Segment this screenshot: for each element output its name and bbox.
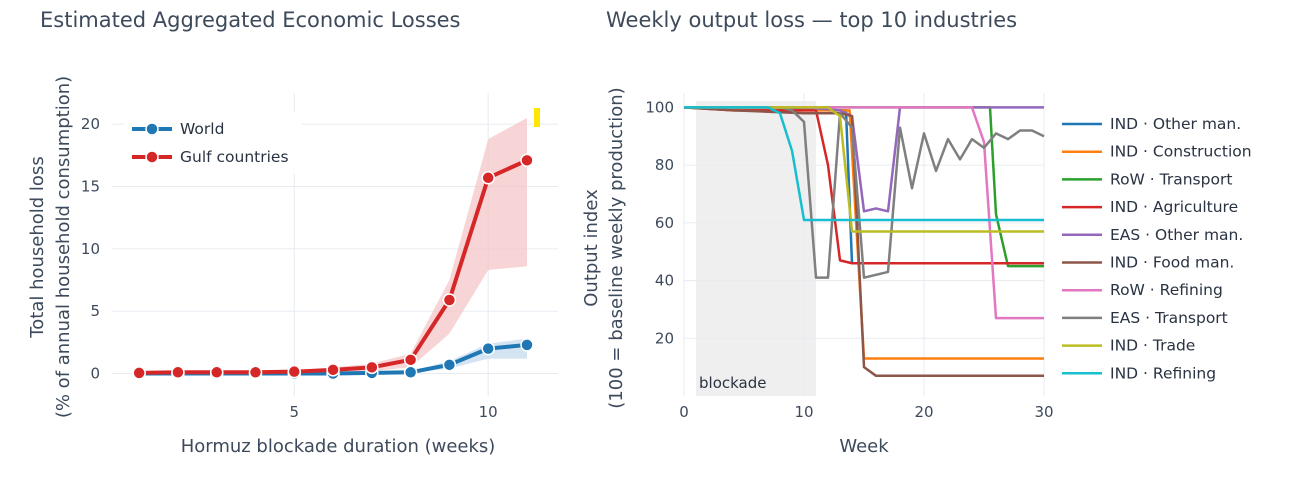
right-y-tick-label: 80 [655, 156, 674, 174]
ind-refining-line [684, 106, 1044, 222]
ind-agriculture-legend-label: IND · Agriculture [1110, 198, 1238, 216]
right-x-tick-label: 30 [1034, 403, 1053, 421]
yellow-marker [534, 108, 540, 127]
world-point [442, 358, 457, 372]
right-chart-title: Weekly output loss — top 10 industries [606, 8, 1017, 32]
world-point [481, 341, 495, 356]
right-y-tick-label: 40 [655, 272, 674, 290]
blockade-label: blockade [699, 374, 766, 392]
gulf-countries-point [481, 171, 495, 185]
ind-other-man-legend-label: IND · Other man. [1110, 115, 1241, 133]
world-point [520, 338, 534, 352]
right-x-tick-label: 20 [914, 403, 933, 421]
gulf-countries-legend-marker [145, 150, 159, 164]
gulf-countries-point [442, 293, 457, 307]
left-chart-title: Estimated Aggregated Economic Losses [40, 8, 461, 32]
ind-food-man-legend-label: IND · Food man. [1110, 254, 1234, 272]
left-legend-background [124, 112, 302, 174]
gulf-countries-point [403, 353, 418, 367]
left-x-axis-label: Hormuz blockade duration (weeks) [181, 436, 496, 457]
right-x-axis-label: Week [839, 436, 889, 457]
right-x-ticks: 0 10 20 30 [679, 403, 1053, 421]
world-legend-label: World [180, 120, 224, 138]
left-x-tick-label: 5 [290, 403, 300, 421]
row-refining-legend-label: RoW · Refining [1110, 281, 1223, 299]
right-y-ticks: 20 40 60 80 100 [645, 98, 674, 347]
left-y-tick-label: 10 [81, 240, 100, 258]
world-point [403, 365, 418, 380]
left-chart: Estimated Aggregated Economic Losses 5 10… [27, 8, 558, 457]
left-y-axis-label-line1: Total household loss [27, 156, 48, 338]
right-x-tick-label: 0 [679, 403, 689, 421]
gulf-countries-point [365, 360, 379, 375]
left-legend: World Gulf countries [124, 112, 302, 174]
row-transport-legend-label: RoW · Transport [1110, 170, 1232, 188]
left-y-tick-label: 0 [90, 365, 100, 383]
gulf-countries-point [520, 153, 534, 168]
right-chart: Weekly output loss — top 10 industries 0… [581, 8, 1252, 457]
right-series-lines [683, 106, 1045, 378]
gulf-countries-point [326, 363, 340, 377]
left-y-axis-label-line2: (% of annual household consumption) [53, 76, 74, 418]
ind-food-man-line [683, 106, 1044, 378]
left-y-tick-label: 15 [81, 178, 100, 196]
right-y-axis-label-line1: Output index [581, 189, 602, 307]
left-confidence-bands [139, 117, 527, 374]
right-legend: IND · Other man. IND · Construction RoW · … [1062, 115, 1252, 382]
ind-construction-legend-label: IND · Construction [1110, 143, 1252, 161]
right-y-tick-label: 20 [655, 329, 674, 347]
left-y-ticks: 0 5 10 15 20 [81, 115, 100, 382]
left-x-tick-label: 10 [479, 403, 498, 421]
gulf-countries-point [287, 364, 302, 379]
eas-transport-legend-label: EAS · Transport [1110, 309, 1228, 327]
left-x-ticks: 5 10 [290, 403, 498, 421]
gulf-countries-point [248, 365, 263, 380]
gulf-countries-uncertainty-band [139, 117, 527, 374]
blockade-shaded-region [696, 101, 816, 396]
left-y-tick-label: 5 [90, 302, 100, 320]
eas-transport-line [684, 106, 1045, 279]
eas-other-man-legend-label: EAS · Other man. [1110, 226, 1243, 244]
gulf-countries-point [171, 365, 185, 380]
gulf-countries-point [209, 365, 224, 380]
right-y-axis-label-line2: (100 = baseline weekly production) [606, 87, 627, 408]
right-y-tick-label: 100 [645, 98, 674, 116]
left-series-points [132, 153, 534, 381]
left-y-tick-label: 20 [81, 115, 100, 133]
right-y-tick-label: 60 [655, 214, 674, 232]
world-legend-marker [145, 122, 159, 136]
ind-trade-legend-label: IND · Trade [1110, 337, 1195, 355]
ind-refining-legend-label: IND · Refining [1110, 364, 1216, 382]
right-x-tick-label: 10 [794, 403, 813, 421]
gulf-countries-legend-label: Gulf countries [180, 148, 289, 166]
gulf-countries-point [132, 366, 146, 380]
